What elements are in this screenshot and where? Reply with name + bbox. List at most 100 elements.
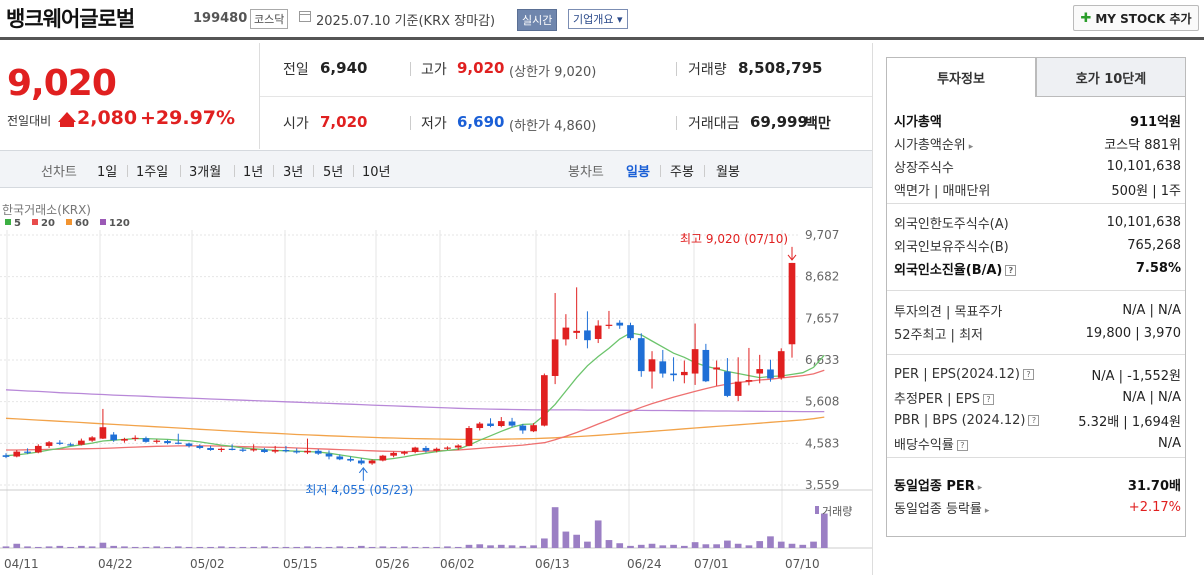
- info-row: 상장주식수 10,101,638: [894, 155, 1181, 178]
- candle-body: [734, 381, 742, 396]
- volume-bar: [767, 536, 774, 548]
- volume-bar: [659, 545, 667, 548]
- divider: [273, 165, 274, 177]
- volume-bar: [271, 546, 279, 548]
- info-row-value: +2.17%: [1128, 500, 1181, 515]
- volume-bar: [788, 543, 796, 548]
- info-row-label[interactable]: 동일업종 등락률 ▸: [894, 502, 990, 517]
- candle-daily[interactable]: 일봉: [626, 165, 650, 180]
- candle-body: [13, 451, 21, 457]
- period-1d[interactable]: 1일: [97, 165, 118, 180]
- info-row: 52주최고 | 최저 19,800 | 3,970: [894, 322, 1181, 345]
- info-row-label[interactable]: 동일업종 PER ▸: [894, 479, 983, 494]
- volume-bar: [616, 543, 624, 548]
- candle-weekly[interactable]: 주봉: [670, 165, 694, 180]
- volume-bar: [24, 546, 31, 548]
- price-change: 2,080: [77, 107, 138, 129]
- info-row-label: 시가총액: [894, 115, 942, 130]
- chevron-right-icon[interactable]: ▸: [984, 506, 990, 516]
- chevron-right-icon[interactable]: ▸: [968, 142, 974, 152]
- info-row: 외국인보유주식수(B) 765,268: [894, 234, 1181, 257]
- period-3m[interactable]: 3개월: [189, 165, 222, 180]
- candle-body: [573, 330, 580, 333]
- volume-bar: [196, 546, 204, 548]
- volume-bar: [121, 546, 128, 548]
- legend-swatch: [100, 219, 106, 225]
- period-1y[interactable]: 1년: [243, 165, 264, 180]
- info-row-value: 31.70배: [1127, 479, 1181, 494]
- min-price-annotation: 최저 4,055 (05/23): [305, 483, 413, 497]
- candle-body: [788, 262, 796, 345]
- help-icon[interactable]: ?: [956, 440, 968, 451]
- volume-bar: [174, 546, 182, 548]
- help-icon[interactable]: ?: [1022, 369, 1034, 380]
- tab-orderbook-10[interactable]: 호가 10단계: [1036, 57, 1186, 97]
- candle-body: [2, 455, 10, 457]
- candle-body: [767, 369, 774, 379]
- volume-bar: [110, 545, 118, 548]
- volume-bar: [164, 546, 171, 548]
- info-row-value: 5.32배 | 1,694원: [1078, 415, 1181, 430]
- period-3y[interactable]: 3년: [283, 165, 304, 180]
- candle-body: [713, 367, 720, 370]
- candle-body: [121, 439, 128, 441]
- volume-bar: [497, 544, 505, 548]
- chevron-right-icon[interactable]: ▸: [977, 483, 983, 493]
- candle-monthly[interactable]: 월봉: [716, 165, 740, 180]
- info-row-value: 10,101,638: [1106, 159, 1181, 174]
- period-5y[interactable]: 5년: [323, 165, 344, 180]
- info-row-label: 액면가 | 매매단위: [894, 184, 991, 199]
- x-tick-label: 05/26: [375, 557, 410, 571]
- x-tick-label: 05/15: [283, 557, 318, 571]
- candle-body: [497, 421, 505, 426]
- candle-body: [142, 438, 150, 442]
- candle-body: [411, 447, 419, 453]
- x-tick-label: 04/22: [98, 557, 133, 571]
- volume-bar: [691, 542, 699, 548]
- amount-value: 69,999: [750, 113, 808, 131]
- price-chart[interactable]: 9,707 8,682 7,657 6,633 5,608 4,583 3,559 한국거래소…: [0, 190, 872, 575]
- info-row-label[interactable]: 시가총액순위 ▸: [894, 138, 974, 153]
- info-row: PER | EPS(2024.12)? N/A | -1,552원: [894, 363, 1181, 386]
- volume-bar: [454, 546, 462, 548]
- volume-bar: [584, 541, 591, 548]
- info-row-value: 765,268: [1127, 238, 1181, 253]
- legend-label: 5: [14, 218, 21, 229]
- candle-body: [293, 451, 301, 453]
- help-icon[interactable]: ?: [1005, 265, 1017, 276]
- calendar-icon: [299, 11, 311, 22]
- candle-body: [34, 445, 42, 453]
- info-row-label: 상장주식수: [894, 161, 954, 176]
- volume-bar: [261, 546, 268, 548]
- help-icon[interactable]: ?: [1028, 415, 1040, 426]
- info-row: PBR | BPS (2024.12)? 5.32배 | 1,694원: [894, 409, 1181, 432]
- my-stock-add-button[interactable]: ✚ MY STOCK 추가: [1073, 5, 1199, 31]
- candle-body: [541, 375, 548, 426]
- volume-bar: [13, 543, 21, 548]
- volume-bar: [573, 534, 580, 548]
- volume-bar: [734, 543, 742, 548]
- candle-body: [659, 361, 667, 374]
- candle-body: [379, 455, 387, 461]
- tab-investment-info[interactable]: 투자정보: [886, 57, 1036, 97]
- x-tick-label: 05/02: [190, 557, 225, 571]
- panel-divider: [872, 43, 873, 575]
- realtime-button[interactable]: 실시간: [517, 9, 558, 31]
- period-1w[interactable]: 1주일: [136, 165, 169, 180]
- volume-bar: [594, 520, 602, 548]
- help-icon[interactable]: ?: [982, 394, 994, 405]
- candle-body: [605, 324, 613, 326]
- low-label: 저가: [421, 116, 447, 132]
- row-divider: [887, 457, 1185, 458]
- info-row-value: 911억원: [1129, 115, 1181, 130]
- info-row: 외국인한도주식수(A) 10,101,638: [894, 211, 1181, 234]
- volume-legend-swatch: [815, 506, 819, 514]
- min-arrow-head-icon: [358, 467, 368, 474]
- divider: [410, 62, 411, 76]
- company-overview-dropdown[interactable]: 기업개요 ▾: [568, 9, 628, 29]
- legend-swatch: [5, 219, 11, 225]
- period-10y[interactable]: 10년: [362, 165, 391, 180]
- candle-body: [670, 373, 677, 376]
- volume-bar: [777, 541, 785, 548]
- candle-body: [239, 449, 247, 451]
